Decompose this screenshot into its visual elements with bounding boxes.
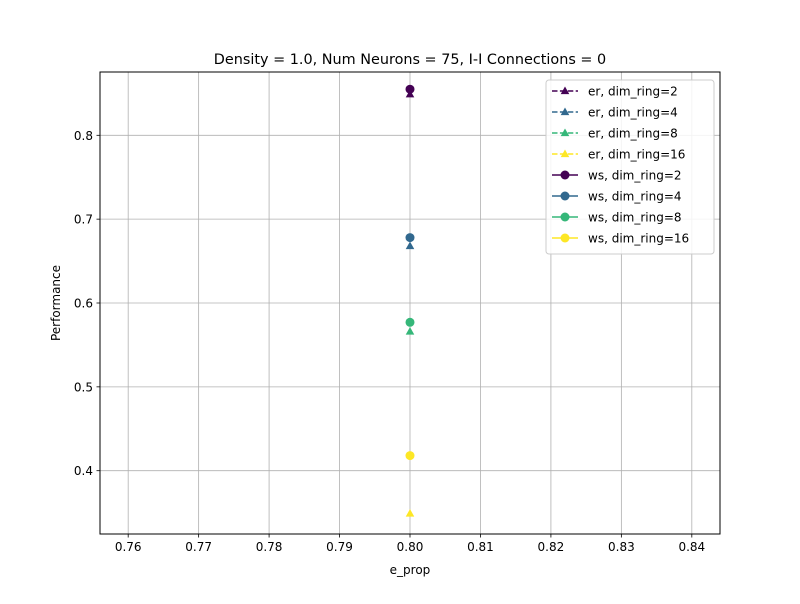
legend: er, dim_ring=2 er, dim_ring=4 er, dim_ring… bbox=[545, 79, 715, 255]
x-tick-label: 0.81 bbox=[467, 540, 494, 554]
x-tick-label: 0.82 bbox=[538, 540, 565, 554]
legend-label: er, dim_ring=2 bbox=[588, 85, 678, 99]
x-axis-label: e_prop bbox=[390, 563, 431, 577]
y-tick-label: 0.6 bbox=[74, 297, 93, 311]
legend-label: ws, dim_ring=16 bbox=[588, 232, 689, 246]
legend-box bbox=[545, 79, 715, 255]
x-tick-label: 0.83 bbox=[608, 540, 635, 554]
x-tick-label: 0.80 bbox=[397, 540, 424, 554]
data-points bbox=[405, 84, 415, 517]
legend-label: ws, dim_ring=4 bbox=[588, 190, 682, 204]
y-tick-label: 0.7 bbox=[74, 213, 93, 227]
data-point-circle bbox=[405, 233, 415, 243]
legend-marker bbox=[560, 170, 570, 180]
legend-marker bbox=[560, 233, 570, 243]
legend-label: ws, dim_ring=8 bbox=[588, 211, 682, 225]
data-point-triangle bbox=[405, 508, 415, 517]
legend-marker bbox=[560, 86, 570, 95]
legend-label: er, dim_ring=4 bbox=[588, 106, 678, 120]
y-tick-label: 0.8 bbox=[74, 129, 93, 143]
x-tick-label: 0.78 bbox=[256, 540, 283, 554]
x-tick-label: 0.79 bbox=[326, 540, 353, 554]
data-point-circle bbox=[405, 84, 415, 94]
legend-marker bbox=[560, 107, 570, 116]
legend-marker bbox=[560, 128, 570, 137]
y-axis-label: Performance bbox=[49, 265, 63, 341]
x-tick-label: 0.76 bbox=[115, 540, 142, 554]
x-tick-label: 0.77 bbox=[185, 540, 212, 554]
y-axis-ticks: 0.4 0.5 0.6 0.7 0.8 bbox=[74, 129, 100, 478]
legend-marker bbox=[560, 212, 570, 222]
x-tick-label: 0.84 bbox=[678, 540, 705, 554]
legend-label: er, dim_ring=8 bbox=[588, 127, 678, 141]
x-axis-ticks: 0.76 0.77 0.78 0.79 0.80 0.81 0.82 0.83 0.84 bbox=[115, 534, 705, 554]
data-point-triangle bbox=[405, 241, 415, 250]
data-point-triangle bbox=[405, 327, 415, 335]
legend-marker bbox=[560, 191, 570, 201]
y-tick-label: 0.5 bbox=[74, 380, 93, 394]
legend-label: er, dim_ring=16 bbox=[588, 148, 685, 162]
grid bbox=[100, 72, 720, 534]
legend-marker bbox=[560, 149, 570, 158]
legend-label: ws, dim_ring=2 bbox=[588, 169, 682, 183]
data-point-circle bbox=[405, 451, 415, 461]
chart-title: Density = 1.0, Num Neurons = 75, I-I Con… bbox=[214, 52, 606, 68]
data-point-circle bbox=[405, 317, 415, 327]
y-tick-label: 0.4 bbox=[74, 464, 93, 478]
